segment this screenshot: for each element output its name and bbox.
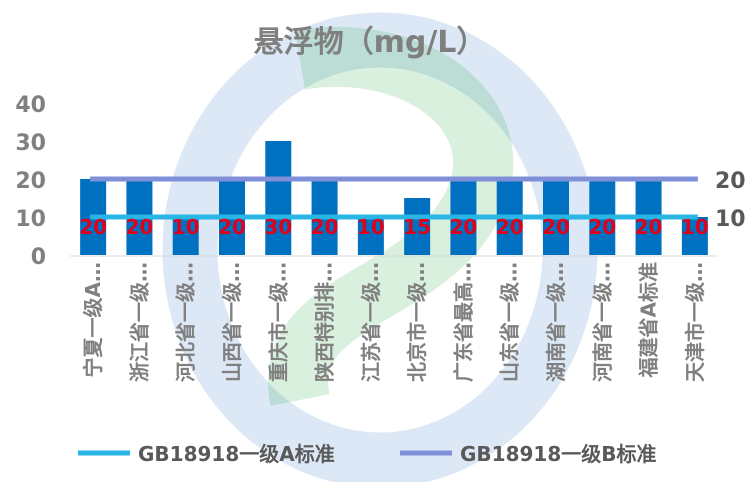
x-tick-label: 陕西特别排…	[313, 262, 337, 382]
bar	[172, 217, 199, 255]
y-tick-label: 30	[15, 131, 46, 156]
y-tick-label: 10	[15, 207, 46, 232]
data-label: 30	[264, 215, 292, 239]
data-label: 15	[403, 215, 431, 239]
data-label: 20	[79, 215, 107, 239]
data-label: 10	[357, 215, 385, 239]
bar	[404, 198, 431, 255]
x-tick-label: 山东省一级…	[498, 262, 522, 382]
x-tick-label: 北京市一级…	[405, 262, 429, 382]
legend-label: GB18918一级B标准	[460, 442, 656, 466]
x-tick-label: 河南省一级…	[590, 262, 614, 382]
y-tick-label: 20	[15, 169, 46, 194]
bar	[357, 217, 384, 255]
reference-line-label: 10	[715, 207, 746, 232]
x-tick-label: 天津市一级…	[683, 262, 707, 382]
x-tick-label: 广东省最高…	[451, 262, 475, 382]
data-label: 10	[172, 215, 200, 239]
x-tick-label: 湖南省一级…	[544, 262, 568, 382]
x-tick-label: 浙江省一级…	[127, 262, 151, 382]
legend-label: GB18918一级A标准	[138, 442, 335, 466]
data-label: 20	[635, 215, 663, 239]
y-tick-label: 40	[15, 93, 46, 118]
data-label: 20	[126, 215, 154, 239]
x-tick-label: 重庆市一级…	[266, 262, 290, 382]
x-tick-label: 宁夏一级A…	[81, 262, 105, 377]
data-label: 20	[218, 215, 246, 239]
data-label: 20	[450, 215, 478, 239]
data-label: 20	[542, 215, 570, 239]
chart-title: 悬浮物（mg/L）	[254, 25, 487, 60]
data-label: 20	[311, 215, 339, 239]
x-tick-label: 福建省A标准	[637, 262, 661, 378]
bar	[265, 141, 292, 255]
data-label: 10	[681, 215, 709, 239]
bar	[681, 217, 708, 255]
x-tick-label: 江苏省一级…	[359, 262, 383, 382]
x-tick-label: 山西省一级…	[220, 262, 244, 382]
data-label: 20	[588, 215, 616, 239]
data-label: 20	[496, 215, 524, 239]
reference-line-label: 20	[715, 169, 746, 194]
x-tick-label: 河北省一级…	[174, 262, 198, 382]
y-tick-label: 0	[31, 245, 46, 270]
